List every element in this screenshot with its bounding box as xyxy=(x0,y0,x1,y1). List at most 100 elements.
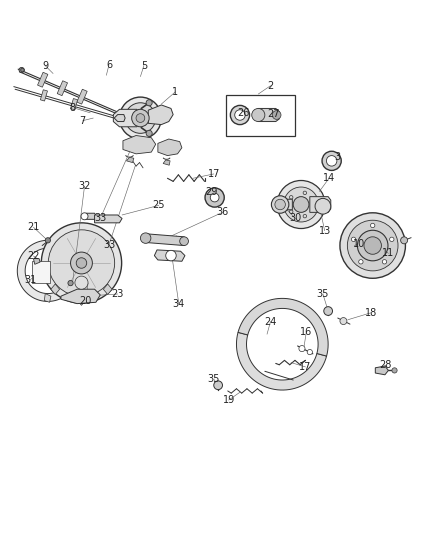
Circle shape xyxy=(146,100,152,106)
Circle shape xyxy=(75,276,88,289)
Circle shape xyxy=(205,188,224,207)
Text: 20: 20 xyxy=(80,296,92,306)
Circle shape xyxy=(210,193,219,202)
Circle shape xyxy=(275,199,286,210)
Circle shape xyxy=(357,230,388,261)
Text: 26: 26 xyxy=(237,108,249,118)
Text: 3: 3 xyxy=(334,152,340,163)
Text: 35: 35 xyxy=(208,374,220,384)
Text: 18: 18 xyxy=(365,308,377,318)
Circle shape xyxy=(390,237,394,241)
Text: 33: 33 xyxy=(94,214,106,223)
Circle shape xyxy=(401,237,408,244)
Text: 9: 9 xyxy=(42,61,48,71)
Circle shape xyxy=(277,181,325,229)
Circle shape xyxy=(322,151,341,171)
Circle shape xyxy=(146,130,152,136)
Text: 17: 17 xyxy=(299,362,311,372)
Polygon shape xyxy=(158,139,182,156)
Text: 2: 2 xyxy=(267,80,274,91)
Polygon shape xyxy=(18,240,65,302)
Circle shape xyxy=(45,238,50,243)
Circle shape xyxy=(71,252,92,274)
Text: 29: 29 xyxy=(205,187,217,197)
Circle shape xyxy=(230,106,250,125)
Circle shape xyxy=(81,213,88,220)
Text: 5: 5 xyxy=(141,61,147,71)
Text: 16: 16 xyxy=(300,327,312,337)
Bar xyxy=(32,261,49,283)
Text: 11: 11 xyxy=(382,248,395,259)
Circle shape xyxy=(307,350,312,354)
Text: 23: 23 xyxy=(112,289,124,299)
Circle shape xyxy=(76,258,87,268)
Polygon shape xyxy=(375,366,389,375)
Circle shape xyxy=(19,67,24,72)
Polygon shape xyxy=(77,295,86,305)
Polygon shape xyxy=(33,259,40,264)
Polygon shape xyxy=(95,215,122,223)
Text: 10: 10 xyxy=(353,239,365,249)
Circle shape xyxy=(392,368,397,373)
Polygon shape xyxy=(310,197,331,212)
Circle shape xyxy=(340,213,406,278)
Circle shape xyxy=(214,381,223,390)
Text: 17: 17 xyxy=(208,169,220,179)
Text: 6: 6 xyxy=(106,60,112,70)
Polygon shape xyxy=(103,284,112,295)
Polygon shape xyxy=(38,72,48,87)
Polygon shape xyxy=(237,333,327,390)
Polygon shape xyxy=(113,109,141,127)
Circle shape xyxy=(180,237,188,246)
Circle shape xyxy=(136,114,145,123)
Text: 33: 33 xyxy=(103,240,115,249)
Text: 28: 28 xyxy=(380,360,392,370)
Circle shape xyxy=(359,260,363,264)
Text: 27: 27 xyxy=(267,109,280,119)
Text: 14: 14 xyxy=(323,173,335,183)
Text: 32: 32 xyxy=(78,181,91,191)
Polygon shape xyxy=(61,289,100,304)
Polygon shape xyxy=(154,250,185,261)
Text: 13: 13 xyxy=(318,225,331,236)
Polygon shape xyxy=(255,108,279,122)
Circle shape xyxy=(284,187,318,222)
Polygon shape xyxy=(57,81,67,95)
Circle shape xyxy=(41,223,122,303)
FancyBboxPatch shape xyxy=(226,95,295,135)
Circle shape xyxy=(252,108,265,122)
Circle shape xyxy=(382,260,387,264)
Polygon shape xyxy=(148,105,173,125)
Circle shape xyxy=(351,237,356,241)
Polygon shape xyxy=(163,160,170,165)
Circle shape xyxy=(299,345,305,352)
Polygon shape xyxy=(127,157,134,163)
Text: 31: 31 xyxy=(24,274,36,285)
Circle shape xyxy=(340,318,347,325)
Circle shape xyxy=(324,306,332,316)
Polygon shape xyxy=(143,234,187,246)
Circle shape xyxy=(166,251,176,261)
Polygon shape xyxy=(277,199,292,210)
Circle shape xyxy=(315,198,331,214)
Circle shape xyxy=(272,111,281,119)
Circle shape xyxy=(48,230,115,296)
Text: 36: 36 xyxy=(216,207,229,217)
Circle shape xyxy=(293,197,309,212)
Text: 25: 25 xyxy=(152,200,165,211)
Text: 35: 35 xyxy=(317,289,329,299)
Circle shape xyxy=(120,97,161,139)
Text: 30: 30 xyxy=(289,214,301,223)
Polygon shape xyxy=(123,135,155,154)
Text: 1: 1 xyxy=(172,87,178,97)
Polygon shape xyxy=(51,284,60,295)
Circle shape xyxy=(272,196,289,213)
Text: 22: 22 xyxy=(27,251,40,261)
Circle shape xyxy=(326,156,337,166)
Polygon shape xyxy=(238,298,328,356)
Text: 8: 8 xyxy=(70,102,76,112)
Polygon shape xyxy=(71,99,78,110)
Polygon shape xyxy=(77,89,87,104)
Text: 24: 24 xyxy=(264,317,277,327)
Polygon shape xyxy=(40,90,47,101)
